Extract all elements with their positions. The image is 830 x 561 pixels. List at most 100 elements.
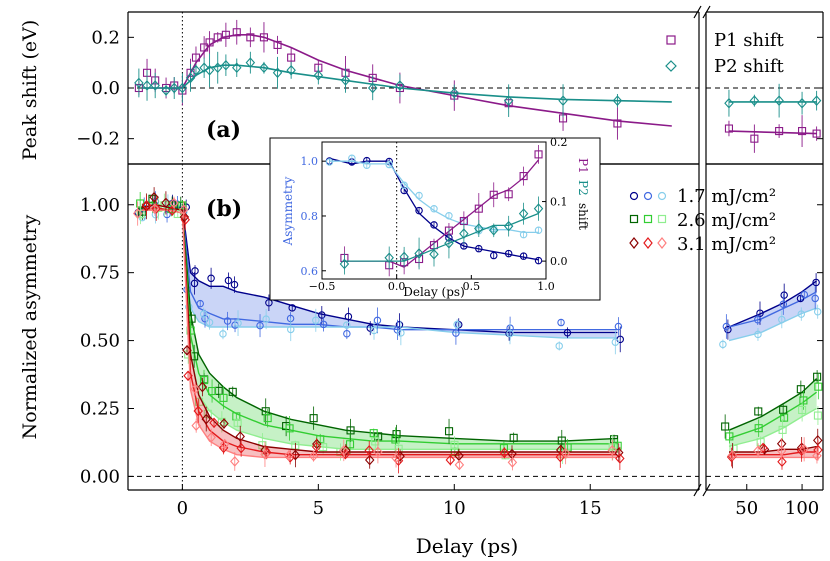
data-point-p1 — [287, 53, 296, 62]
xtick-label: 0 — [177, 498, 188, 519]
inset-point-1 — [445, 211, 453, 220]
data-point-1 — [392, 430, 401, 439]
data-point-p2 — [161, 85, 171, 96]
data-point-p2 — [395, 80, 405, 91]
legend-p2-label: P2 shift — [714, 56, 785, 77]
data-point-0 — [256, 321, 264, 330]
data-point-1 — [309, 414, 318, 423]
inset-line-0 — [329, 157, 539, 261]
data-point-p1 — [246, 33, 255, 42]
data-point-1 — [369, 429, 378, 438]
data-point-1 — [263, 414, 272, 423]
legend-label-3: 3.1 mJ/cm² — [677, 234, 776, 255]
fit-line-upper — [728, 378, 818, 431]
data-point-0 — [223, 317, 232, 325]
panel-a-ylabel: Peak shift (eV) — [19, 20, 41, 161]
inset-point-0 — [519, 252, 528, 260]
data-point-0 — [796, 294, 805, 303]
data-point-p2 — [286, 64, 296, 76]
data-point-2 — [230, 456, 240, 467]
data-point-2 — [753, 445, 763, 456]
data-point-p1 — [221, 30, 230, 39]
data-point-p2 — [134, 77, 144, 89]
inset-point-1 — [519, 230, 528, 239]
ytick-label-b: 0.25 — [80, 399, 120, 420]
ytick-label-b: 0.50 — [80, 331, 120, 352]
data-point-1 — [608, 443, 617, 452]
panel-b-plot: 0.00 0.25 0.50 0.75 1.00 0 5 10 15 50 100 — [80, 164, 823, 519]
data-point-0 — [754, 315, 762, 324]
inset-xtick-label: 0.5 — [463, 280, 481, 293]
legend-row-2: 2.6 mJ/cm² — [629, 210, 776, 231]
data-point-0 — [397, 329, 405, 337]
data-point-p1 — [613, 119, 622, 128]
data-point-0 — [754, 330, 762, 339]
inset-xlabel: Delay (ps) — [403, 285, 465, 299]
data-point-0 — [453, 320, 461, 329]
inset-point-2 — [474, 204, 483, 213]
data-point-1 — [371, 437, 380, 446]
inset-point-2 — [534, 150, 543, 159]
ytick-label-a: 0.0 — [91, 78, 120, 99]
data-point-1 — [178, 201, 187, 210]
legend-row-3: 3.1 mJ/cm² — [629, 234, 776, 255]
data-point-0 — [191, 267, 199, 275]
inset-line-1 — [329, 160, 539, 234]
data-point-1 — [346, 426, 355, 435]
data-point-p2 — [169, 82, 179, 94]
data-point-0 — [319, 320, 328, 329]
inset-point-3 — [518, 208, 529, 219]
data-point-1 — [203, 409, 212, 418]
data-point-0 — [265, 298, 273, 307]
data-point-p2 — [612, 95, 623, 106]
data-point-1 — [725, 432, 734, 441]
inset-point-3 — [488, 224, 499, 236]
fit-band-2-0 — [182, 210, 618, 458]
data-point-2 — [193, 405, 203, 417]
data-point-0 — [366, 324, 374, 332]
data-point-1 — [813, 372, 822, 381]
inset-point-2 — [519, 172, 528, 181]
fit-band-1-1 — [729, 378, 817, 447]
data-point-2 — [454, 459, 465, 471]
data-point-1 — [345, 440, 355, 449]
data-point-0 — [190, 279, 199, 288]
data-point-2 — [178, 204, 189, 215]
data-point-2 — [290, 449, 301, 461]
data-point-p2 — [142, 80, 152, 91]
data-point-0 — [563, 328, 572, 337]
data-point-0 — [201, 314, 209, 323]
data-point-0 — [230, 280, 239, 289]
data-point-p1 — [232, 28, 241, 37]
inset-point-1 — [385, 160, 393, 169]
data-point-p2 — [199, 62, 209, 74]
data-point-p2 — [749, 95, 760, 106]
fit-line-p1 — [728, 130, 817, 135]
data-point-p1 — [213, 33, 222, 42]
data-point-2 — [236, 442, 246, 454]
data-point-1 — [779, 405, 788, 414]
data-point-0 — [555, 342, 563, 350]
data-point-2 — [340, 448, 351, 460]
data-point-0 — [370, 326, 378, 335]
data-point-1 — [509, 433, 518, 442]
data-point-p2 — [774, 95, 784, 106]
data-point-p1 — [259, 33, 269, 42]
data-point-1 — [557, 436, 566, 445]
data-point-1 — [208, 386, 217, 396]
data-point-2 — [206, 432, 216, 443]
fit-band-0-0 — [182, 207, 618, 338]
data-point-0 — [163, 210, 171, 219]
data-point-0 — [262, 315, 270, 323]
data-point-p2 — [259, 62, 269, 74]
xtick-label-log: 100 — [785, 498, 819, 519]
data-point-2 — [149, 191, 159, 203]
data-point-p2 — [191, 64, 201, 76]
data-point-p2 — [185, 72, 196, 84]
data-point-1 — [814, 382, 823, 391]
data-point-2 — [812, 450, 822, 462]
axis-break-marks — [693, 5, 711, 497]
legend-p1-label: P1 shift — [714, 30, 785, 51]
xtick-label: 15 — [579, 498, 602, 519]
data-point-2 — [161, 197, 171, 209]
